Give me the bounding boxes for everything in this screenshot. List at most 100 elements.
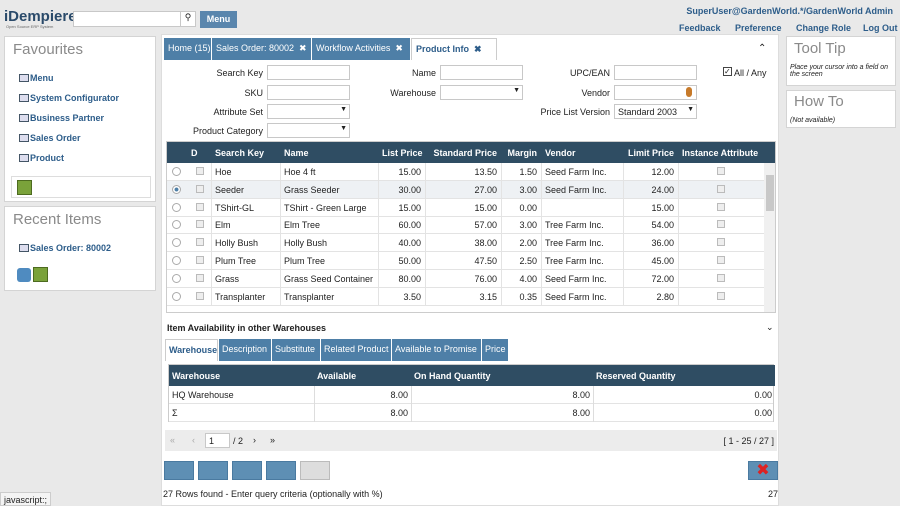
row-radio[interactable] bbox=[172, 184, 181, 194]
cell-divider bbox=[425, 163, 426, 181]
subtab[interactable]: Description bbox=[219, 339, 271, 361]
cell-divider bbox=[425, 234, 426, 253]
tab[interactable]: Product Info ✖ bbox=[411, 38, 497, 60]
scrollbar[interactable] bbox=[764, 163, 775, 312]
dropdown-arrow[interactable]: ▼ bbox=[513, 87, 520, 94]
grid-cell: 12.00 bbox=[651, 167, 674, 177]
field-input[interactable]: Standard 2003 ▼ bbox=[614, 104, 697, 119]
cell-divider bbox=[541, 163, 542, 181]
logo: iDempiere bbox=[4, 8, 77, 25]
export-button[interactable] bbox=[266, 461, 296, 480]
history-button[interactable] bbox=[232, 461, 262, 480]
row-radio[interactable] bbox=[172, 238, 181, 248]
pager-next[interactable]: › bbox=[253, 435, 256, 445]
subtab[interactable]: Price bbox=[482, 339, 508, 361]
cell-divider bbox=[280, 234, 281, 253]
subtab[interactable]: Substitute bbox=[272, 339, 320, 361]
page-count: / 2 bbox=[233, 436, 244, 446]
favourite-item[interactable]: System Configurator bbox=[30, 93, 120, 103]
tab-close[interactable]: ✖ bbox=[299, 43, 307, 53]
grid-cell: 13.50 bbox=[474, 167, 497, 177]
favourite-item[interactable]: Menu bbox=[30, 73, 54, 83]
tooltip-panel: Tool Tip Place your cursor into a field … bbox=[786, 36, 896, 86]
row-radio[interactable] bbox=[172, 167, 181, 176]
recent-item[interactable]: Sales Order: 80002 bbox=[30, 243, 112, 253]
field-label: Name bbox=[411, 68, 436, 78]
cell-divider bbox=[541, 252, 542, 270]
row-radio[interactable] bbox=[172, 220, 181, 230]
header-link[interactable]: Change Role bbox=[796, 23, 852, 33]
row-radio[interactable] bbox=[172, 291, 181, 301]
header-link[interactable]: Log Out bbox=[863, 23, 898, 33]
trash-icon[interactable] bbox=[17, 180, 32, 195]
search-input[interactable] bbox=[73, 11, 181, 27]
subtab[interactable]: Warehouse bbox=[165, 339, 218, 361]
grid-row[interactable]: Hoe Hoe 4 ft 15.00 13.50 1.50 Seed Farm Inc. 1… bbox=[167, 163, 764, 181]
grid-cell: 76.00 bbox=[474, 273, 497, 284]
field-input[interactable] bbox=[440, 65, 523, 80]
pager-last[interactable]: » bbox=[270, 435, 276, 445]
panel-title: Recent Items bbox=[13, 211, 102, 228]
page-input[interactable]: 1 bbox=[205, 433, 230, 448]
field-input[interactable] bbox=[614, 65, 697, 80]
vendor-icon[interactable] bbox=[686, 87, 692, 97]
dropdown-arrow[interactable]: ▼ bbox=[340, 125, 347, 132]
grid-row[interactable]: Grass Grass Seed Container 80.00 76.00 4.00 S… bbox=[167, 269, 764, 288]
grid-cell: Plum Tree bbox=[284, 256, 326, 266]
favourite-item[interactable]: Sales Order bbox=[30, 133, 81, 143]
grid-row[interactable]: Plum Tree Plum Tree 50.00 47.50 2.50 Tree Far… bbox=[167, 252, 764, 270]
refresh-icon[interactable] bbox=[17, 268, 31, 282]
grid-row[interactable]: TShirt-GL TShirt - Green Large 15.00 15.00 0… bbox=[167, 198, 764, 217]
pager-prev[interactable]: ‹ bbox=[192, 435, 195, 445]
grid-cell: Hoe bbox=[215, 167, 232, 177]
field-input[interactable]: ▼ bbox=[267, 104, 350, 119]
field-input[interactable]: ▼ bbox=[440, 85, 523, 100]
zoom-button[interactable] bbox=[198, 461, 228, 480]
collapse-icon[interactable]: ⌃ bbox=[758, 43, 767, 54]
header-link[interactable]: Preference bbox=[735, 23, 782, 33]
cell-divider bbox=[425, 198, 426, 217]
grid-cell: 30.00 bbox=[398, 184, 421, 195]
cell-divider bbox=[541, 198, 542, 217]
trash-icon[interactable] bbox=[33, 267, 48, 282]
favourite-item[interactable]: Product bbox=[30, 153, 65, 163]
scroll-thumb[interactable] bbox=[766, 175, 774, 211]
tab[interactable]: Sales Order: 80002 ✖ bbox=[212, 38, 311, 60]
subtab[interactable]: Available to Promise bbox=[392, 339, 481, 361]
grid-row[interactable]: Seeder Grass Seeder 30.00 27.00 3.00 Seed Far… bbox=[167, 180, 764, 199]
dropdown-arrow[interactable]: ▼ bbox=[687, 106, 694, 113]
print-button[interactable] bbox=[300, 461, 330, 480]
row-checkbox bbox=[196, 238, 204, 247]
subtab[interactable]: Related Product bbox=[321, 339, 391, 361]
search-button[interactable]: ⚲ bbox=[180, 11, 196, 27]
availability-toggle[interactable]: ⌄ bbox=[766, 322, 774, 332]
row-radio[interactable] bbox=[172, 202, 181, 212]
field-input[interactable] bbox=[614, 85, 697, 100]
checkbox[interactable]: ✓ bbox=[723, 67, 732, 76]
user-name[interactable]: SuperUser@GardenWorld.*/GardenWorld Admi… bbox=[686, 6, 893, 16]
header-link[interactable]: Feedback bbox=[679, 23, 721, 33]
grid-row[interactable]: Transplanter Transplanter 3.50 3.15 0.35 Seed… bbox=[167, 287, 764, 306]
menu-button[interactable]: Menu bbox=[200, 11, 237, 28]
row-radio[interactable] bbox=[172, 256, 181, 265]
field-input[interactable] bbox=[267, 85, 350, 100]
refresh-button[interactable] bbox=[164, 461, 194, 480]
tab[interactable]: Home (15) bbox=[164, 38, 211, 60]
field-label: Attribute Set bbox=[213, 107, 263, 117]
favourite-item[interactable]: Business Partner bbox=[30, 113, 105, 123]
row-checkbox bbox=[196, 256, 204, 264]
dropdown-arrow[interactable]: ▼ bbox=[340, 106, 347, 113]
tab-close[interactable]: ✖ bbox=[395, 43, 403, 53]
tab[interactable]: Workflow Activities ✖ bbox=[312, 38, 410, 60]
pager-first[interactable]: « bbox=[170, 435, 176, 445]
cell-divider bbox=[541, 234, 542, 253]
recent-panel: Recent Items Sales Order: 80002 bbox=[4, 206, 156, 291]
cancel-button[interactable]: ✖ bbox=[748, 461, 778, 480]
field-input[interactable]: ▼ bbox=[267, 123, 350, 138]
grid-row[interactable]: Elm Elm Tree 60.00 57.00 3.00 Tree Farm Inc. 5… bbox=[167, 216, 764, 235]
grid-row[interactable]: Holly Bush Holly Bush 40.00 38.00 2.00 Tree F… bbox=[167, 234, 764, 253]
tab-close[interactable]: ✖ bbox=[474, 44, 482, 54]
row-radio[interactable] bbox=[172, 273, 181, 283]
field-input[interactable] bbox=[267, 65, 350, 80]
cell-divider bbox=[211, 216, 212, 235]
